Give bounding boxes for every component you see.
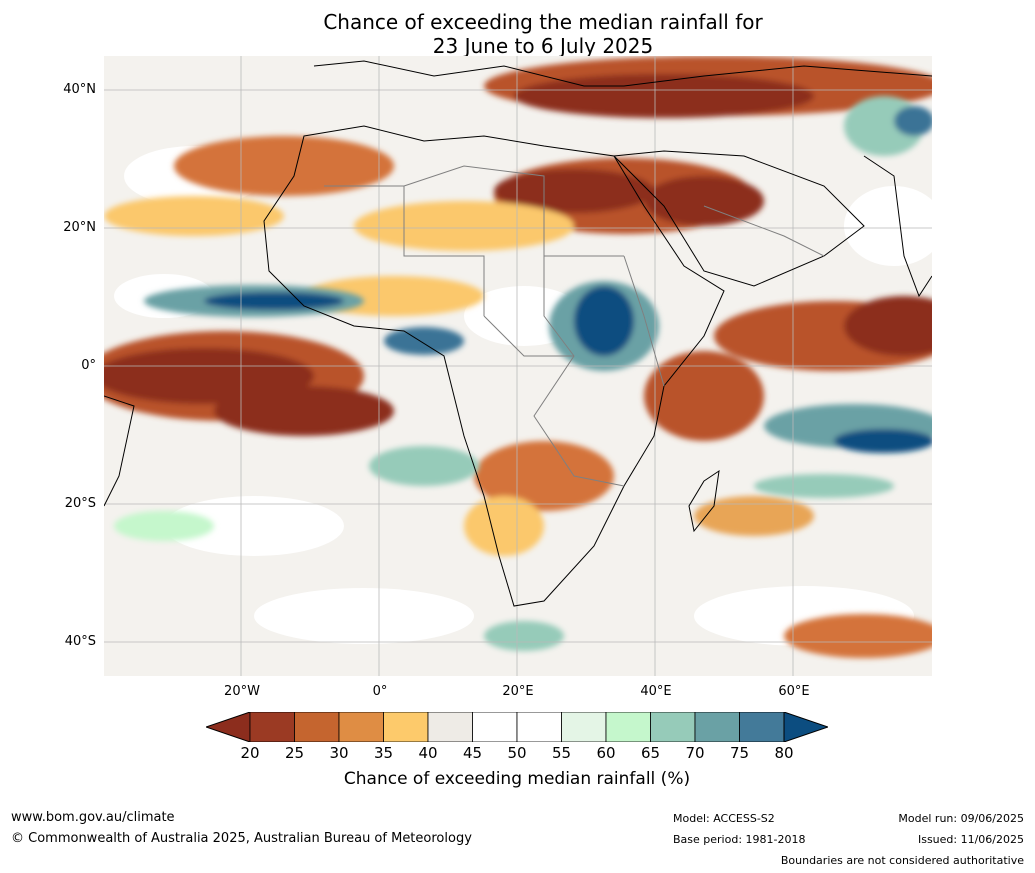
colorbar-segment <box>561 711 607 743</box>
copyright-text: © Commonwealth of Australia 2025, Austra… <box>11 831 472 846</box>
colorbar-over-triangle <box>783 711 830 743</box>
colorbar-graphic <box>204 711 830 743</box>
colorbar-tick-label: 20 <box>240 744 260 762</box>
colorbar-segments <box>249 711 785 743</box>
madagascar-coastline <box>688 469 720 533</box>
arabia-coastline <box>612 150 865 287</box>
lon-label-20e: 20°E <box>502 684 534 699</box>
colorbar-tick-label: 30 <box>329 744 349 762</box>
europe-coastline <box>313 60 933 87</box>
lon-label-20w: 20°W <box>224 684 260 699</box>
country-borders <box>324 165 825 487</box>
africa-coastline <box>263 125 725 607</box>
lon-label-60e: 60°E <box>778 684 810 699</box>
title-line-1: Chance of exceeding the median rainfall … <box>323 10 763 34</box>
model-run-text: Model run: 09/06/2025 <box>898 812 1024 825</box>
colorbar-under-triangle <box>204 711 251 743</box>
map-title: Chance of exceeding the median rainfall … <box>200 10 886 58</box>
colorbar-tick-label: 65 <box>640 744 661 762</box>
wet-fields <box>114 96 932 651</box>
colorbar-segment <box>516 711 562 743</box>
south-america-coastline <box>103 395 135 507</box>
colorbar-segment <box>338 711 384 743</box>
colorbar-tick-label: 45 <box>462 744 483 762</box>
rainfall-map <box>103 56 933 676</box>
colorbar-tick-label: 70 <box>685 744 705 762</box>
colorbar-segment <box>383 711 429 743</box>
title-line-2: 23 June to 6 July 2025 <box>432 34 654 58</box>
colorbar-segment <box>249 711 295 743</box>
gridlines <box>104 56 932 676</box>
colorbar-segment <box>650 711 696 743</box>
colorbar-segment <box>694 711 740 743</box>
issued-text: Issued: 11/06/2025 <box>917 833 1024 846</box>
lat-label-40s: 40°S <box>64 634 96 649</box>
colorbar-segment <box>294 711 340 743</box>
india-coastline <box>863 155 933 298</box>
colorbar <box>204 711 830 743</box>
lat-label-40n: 40°N <box>63 82 96 97</box>
lat-label-20n: 20°N <box>63 220 96 235</box>
disclaimer-text: Boundaries are not considered authoritat… <box>780 854 1024 867</box>
lon-label-40e: 40°E <box>640 684 672 699</box>
colorbar-tick-label: 80 <box>774 744 794 762</box>
colorbar-segment <box>472 711 518 743</box>
map-canvas <box>103 56 933 676</box>
website-link[interactable]: www.bom.gov.au/climate <box>11 810 175 825</box>
dry-fields <box>104 56 932 658</box>
colorbar-tick-label: 25 <box>284 744 305 762</box>
colorbar-tick-label: 35 <box>373 744 394 762</box>
colorbar-segment <box>739 711 785 743</box>
base-period-text: Base period: 1981-2018 <box>673 833 806 846</box>
coastlines <box>103 60 933 607</box>
rainfall-fields <box>104 56 932 658</box>
lon-label-0: 0° <box>372 684 388 699</box>
colorbar-tick-label: 55 <box>551 744 572 762</box>
colorbar-tick-label: 60 <box>596 744 616 762</box>
colorbar-tick-label: 50 <box>507 744 527 762</box>
colorbar-segment <box>605 711 651 743</box>
colorbar-label: Chance of exceeding median rainfall (%) <box>343 769 691 789</box>
colorbar-tick-label: 75 <box>729 744 750 762</box>
colorbar-tick-label: 40 <box>418 744 438 762</box>
lat-label-20s: 20°S <box>64 496 96 511</box>
lat-label-0: 0° <box>81 358 96 373</box>
colorbar-segment <box>427 711 473 743</box>
model-text: Model: ACCESS-S2 <box>673 812 775 825</box>
